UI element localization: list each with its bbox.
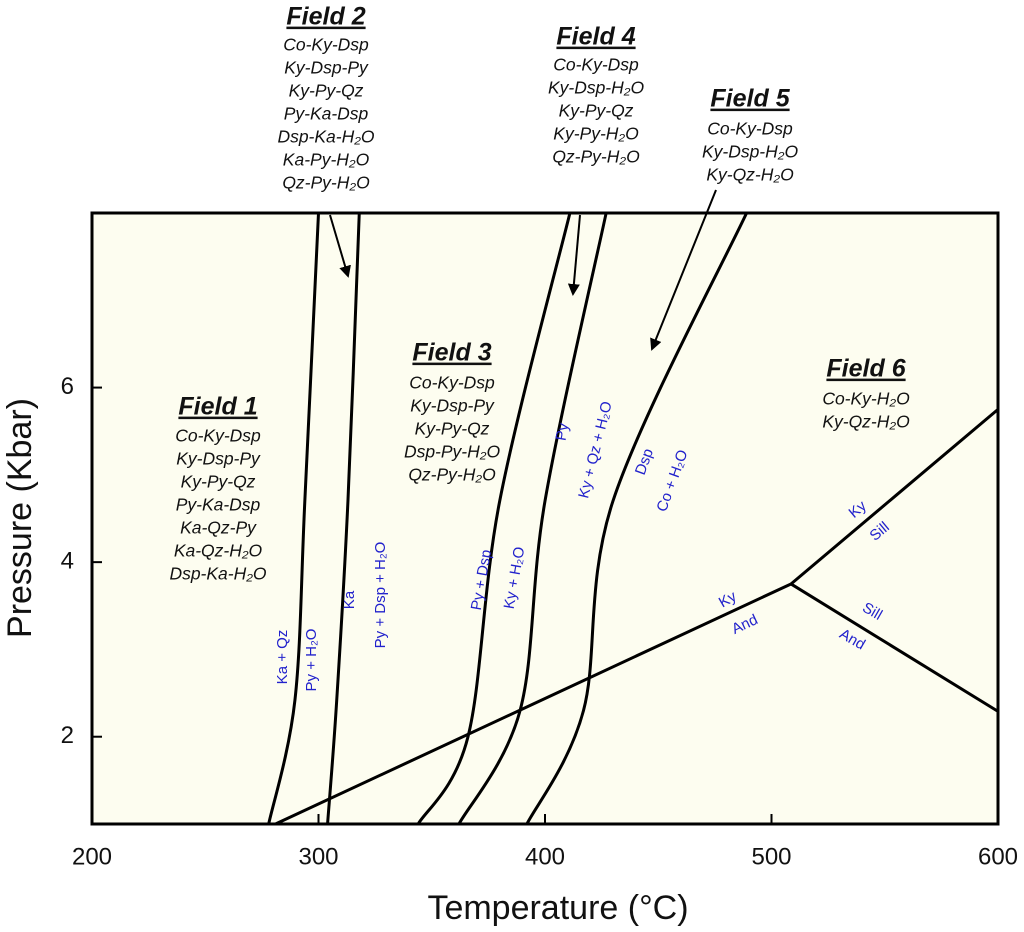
field-5-arrow — [650, 189, 717, 351]
reaction-label: Ka — [341, 590, 358, 609]
field-title: Field 1 — [178, 393, 257, 421]
x-tick-label: 400 — [525, 843, 565, 870]
reaction-label: Ky — [716, 588, 740, 612]
field-assemblage: Py-Ka-Dsp — [176, 495, 261, 515]
reaction-label: Py + H₂O — [303, 629, 320, 692]
x-tick-label: 200 — [72, 843, 112, 870]
x-tick-label: 500 — [751, 843, 791, 870]
field-assemblage: Ky-Py-H₂O — [553, 124, 639, 144]
field-assemblage: Qz-Py-H₂O — [282, 173, 370, 193]
field-title: Field 2 — [286, 3, 365, 31]
reaction-label: Py + Dsp + H₂O — [372, 542, 389, 649]
field-assemblage: Ky-Py-Qz — [415, 419, 490, 439]
field-assemblage: Dsp-Py-H₂O — [404, 442, 501, 462]
field-assemblage: Co-Ky-Dsp — [553, 55, 639, 75]
reaction-label: Py — [553, 421, 573, 442]
field-assemblage: Ka-Qz-Py — [180, 518, 257, 538]
reaction-curve — [525, 212, 748, 825]
field-assemblage: Dsp-Ka-H₂O — [169, 564, 266, 584]
field-assemblage: Qz-Py-H₂O — [552, 147, 640, 167]
x-axis-title: Temperature (°C) — [427, 889, 688, 927]
y-tick-label: 2 — [61, 722, 74, 749]
field-assemblage: Qz-Py-H₂O — [408, 465, 496, 485]
reaction-label: Ka + Qz — [274, 630, 291, 685]
field-assemblage: Ka-Py-H₂O — [283, 150, 370, 170]
x-tick-label: 600 — [978, 843, 1018, 870]
field-assemblage: Co-Ky-Dsp — [707, 119, 793, 139]
reaction-curve — [267, 212, 320, 825]
field-assemblage: Ky-Py-Qz — [289, 81, 364, 101]
field-assemblage: Ky-Py-Qz — [559, 101, 634, 121]
field-assemblage: Ky-Qz-H₂O — [822, 412, 910, 432]
reaction-curve — [457, 212, 608, 825]
y-tick-label: 6 — [61, 373, 74, 400]
reaction-curve — [416, 212, 572, 825]
field-title: Field 6 — [826, 355, 906, 383]
field-assemblage: Co-Ky-Dsp — [175, 426, 261, 446]
field-assemblage: Co-Ky-Dsp — [409, 373, 495, 393]
field-assemblage: Co-Ky-H₂O — [822, 389, 910, 409]
y-axis-title: Pressure (Kbar) — [1, 398, 39, 638]
field-assemblage: Dsp-Ka-H₂O — [277, 127, 374, 147]
x-tick-label: 300 — [298, 843, 338, 870]
field-assemblage: Py-Ka-Dsp — [284, 104, 369, 124]
reaction-curve — [790, 582, 999, 713]
reaction-curve — [790, 408, 999, 586]
field-title: Field 3 — [412, 339, 491, 367]
field-title: Field 5 — [710, 85, 790, 113]
field-4-arrow — [567, 214, 581, 296]
field-assemblage: Ky-Dsp-Py — [410, 396, 495, 416]
field-assemblage: Ky-Dsp-H₂O — [702, 142, 799, 162]
reaction-curve — [326, 212, 361, 825]
field-title: Field 4 — [556, 23, 635, 51]
y-tick-label: 4 — [61, 547, 74, 574]
field-assemblage: Co-Ky-Dsp — [283, 35, 369, 55]
field-assemblage: Ky-Dsp-Py — [284, 58, 369, 78]
field-assemblage: Ky-Py-Qz — [181, 472, 256, 492]
field-2-arrow — [329, 214, 351, 278]
plot-layer — [267, 212, 999, 826]
field-assemblage: Ky-Qz-H₂O — [706, 165, 794, 185]
field-assemblage: Ka-Qz-H₂O — [174, 541, 263, 561]
field-assemblage: Ky-Dsp-Py — [176, 449, 261, 469]
field-assemblage: Ky-Dsp-H₂O — [548, 78, 645, 98]
reaction-curve — [274, 582, 792, 826]
